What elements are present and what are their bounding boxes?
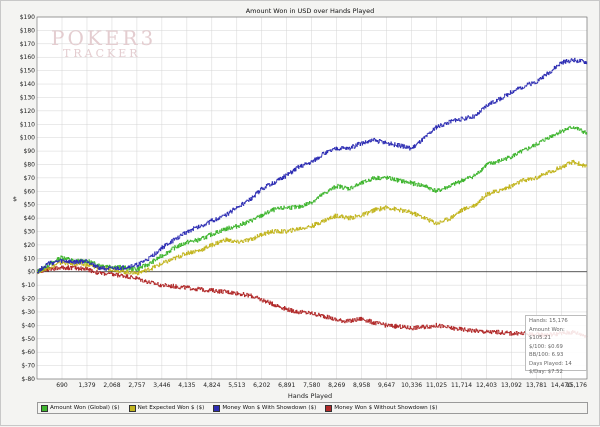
x-tick-label: 12,403 [476, 382, 497, 389]
x-tick-label: 9,647 [378, 382, 395, 389]
x-tick-label: 1,379 [78, 382, 95, 389]
y-tick-label: $70 [24, 175, 36, 182]
y-tick-label: $130 [20, 94, 35, 101]
y-tick-label: $-30 [21, 309, 35, 316]
x-tick-label: 3,446 [153, 382, 170, 389]
info-dollars-per-day: $/Day: $7.52 [529, 369, 563, 375]
x-tick-label: 15,176 [566, 382, 587, 389]
x-tick-label: 14,470 [551, 382, 572, 389]
y-tick-label: $50 [24, 202, 36, 209]
legend-item: Net Expected Won $ ($) [128, 404, 205, 412]
legend-swatch [325, 404, 333, 412]
stats-info-box: Hands: 15,176 Amount Won: $105.21 $/100:… [525, 315, 587, 375]
info-bb-per-100: BB/100: 6.93 [529, 352, 564, 358]
y-tick-label: $10 [24, 255, 36, 262]
x-tick-label: 11,714 [451, 382, 472, 389]
legend-label: Amount Won (Global) ($) [50, 405, 120, 411]
legend-swatch [128, 404, 136, 412]
chart-title: Amount Won in USD over Hands Played [246, 7, 375, 15]
y-tick-label: $140 [20, 81, 35, 88]
y-tick-label: $90 [24, 148, 36, 155]
x-tick-label: 13,092 [501, 382, 522, 389]
series-line [37, 57, 588, 274]
info-amount-won: Amount Won: $105.21 [529, 326, 565, 342]
y-tick-label: $170 [20, 41, 35, 48]
y-tick-label: $-40 [21, 322, 35, 329]
grid-lines [37, 16, 588, 380]
y-tick-label: $110 [20, 121, 35, 128]
y-tick-label: $20 [24, 242, 36, 249]
x-tick-label: 2,757 [128, 382, 145, 389]
plot-area [37, 17, 587, 379]
y-tick-label: $-80 [21, 376, 35, 383]
y-tick-label: $30 [24, 229, 36, 236]
legend-swatch [41, 404, 48, 412]
x-tick-label: 8,958 [353, 382, 370, 389]
x-tick-label: 4,135 [178, 382, 195, 389]
x-tick-label: 690 [56, 382, 68, 389]
x-tick-label: 10,336 [401, 382, 422, 389]
x-tick-label: 6,891 [278, 382, 295, 389]
legend-item: Amount Won (Global) ($) [41, 404, 120, 412]
series-line [37, 265, 588, 338]
x-axis-title: Hands Played [288, 392, 332, 400]
y-axis-title: $ [13, 195, 17, 203]
pokertracker-watermark: POKER3 TRACKER [51, 28, 161, 68]
x-tick-label: 6,202 [253, 382, 270, 389]
info-days-played: Days Played: 14 [529, 360, 572, 367]
y-tick-label: $100 [20, 135, 35, 142]
y-tick-label: $180 [20, 27, 35, 34]
x-tick-label: 8,269 [328, 382, 345, 389]
info-hands: Hands: 15,176 [529, 318, 568, 324]
info-dollars-per-100: $/100: $0.69 [529, 343, 563, 350]
y-tick-label: $-70 [21, 363, 35, 370]
x-tick-label: 2,068 [103, 382, 120, 389]
y-tick-label: $150 [20, 68, 35, 75]
y-tick-label: $-10 [21, 282, 35, 289]
x-tick-label: 7,580 [303, 382, 320, 389]
legend-item: Money Won $ With Showdown ($) [213, 404, 317, 412]
legend-label: Net Expected Won $ ($) [137, 405, 205, 411]
legend-label: Money Won $ Without Showdown ($) [334, 405, 438, 411]
legend-item: Money Won $ Without Showdown ($) [325, 404, 438, 412]
series-line [37, 159, 588, 276]
x-tick-label: 5,513 [228, 382, 245, 389]
watermark-line1: POKER [51, 26, 141, 50]
y-tick-label: $-20 [21, 296, 35, 303]
y-tick-label: $-50 [21, 336, 35, 343]
x-tick-label: 13,781 [526, 382, 547, 389]
y-tick-label: $-60 [21, 349, 35, 356]
y-tick-label: $0 [27, 269, 35, 276]
series-lines [37, 57, 588, 338]
watermark-mark: 3 [140, 26, 157, 50]
x-tick-label: 11,025 [426, 382, 447, 389]
plot-border [36, 16, 588, 380]
x-tick-label: 4,824 [203, 382, 220, 389]
axes: $190 $180 $170 $160 $150 $140 $130 $120 $110 $100… [20, 14, 588, 389]
legend-swatch [213, 404, 221, 412]
y-tick-label: $60 [24, 188, 36, 195]
chart-legend: Amount Won (Global) ($) Net Expected Won … [37, 402, 588, 414]
y-tick-label: $40 [24, 215, 36, 222]
y-tick-label: $80 [24, 161, 36, 168]
legend-label: Money Won $ With Showdown ($) [222, 405, 317, 411]
y-tick-label: $160 [20, 54, 35, 61]
y-tick-label: $120 [20, 108, 35, 115]
y-tick-label: $190 [20, 14, 35, 21]
watermark-line2: TRACKER [63, 47, 141, 60]
